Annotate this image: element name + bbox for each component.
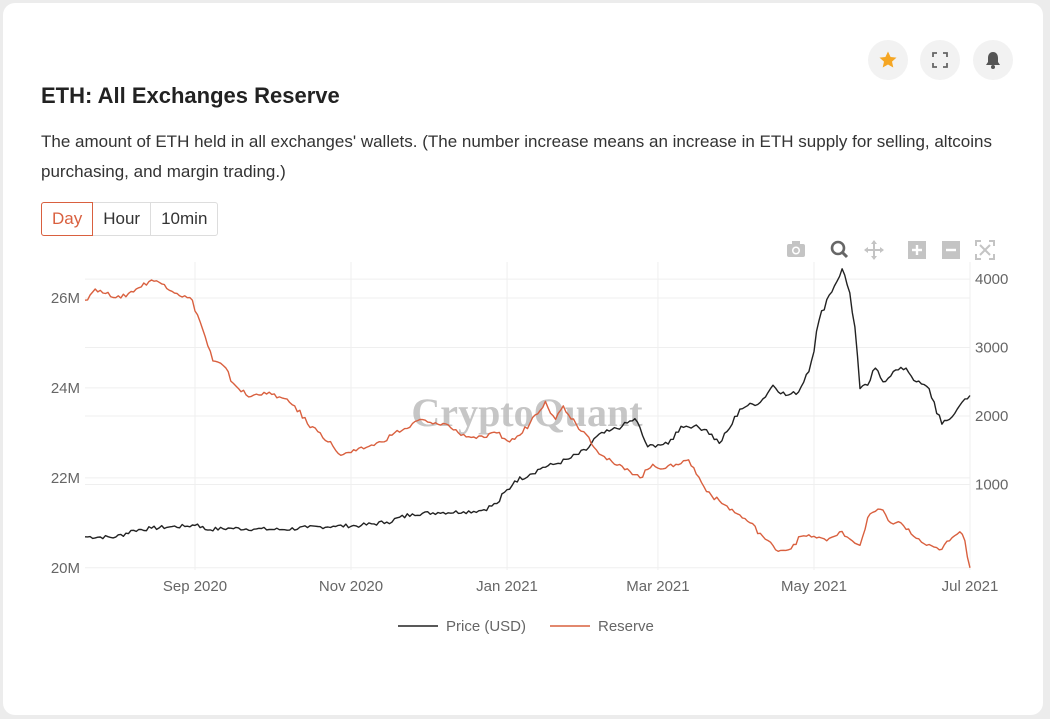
series-line-reserve <box>84 279 971 568</box>
y-left-tick-label: 20M <box>51 560 80 577</box>
autoscale-icon[interactable] <box>975 240 995 260</box>
chart-description: The amount of ETH held in all exchanges'… <box>41 132 992 181</box>
zoom-in-icon[interactable] <box>908 241 926 259</box>
chart-card: ETH: All Exchanges Reserve The amount of… <box>3 3 1043 715</box>
tab-10min[interactable]: 10min <box>161 209 208 228</box>
zoom-icon[interactable] <box>830 240 849 259</box>
tab-hour[interactable]: Hour <box>93 203 152 235</box>
favorite-button[interactable] <box>868 40 908 80</box>
legend-label-price: Price (USD) <box>446 618 526 635</box>
star-icon <box>879 51 897 68</box>
y-left-tick-label: 24M <box>51 380 80 397</box>
y-right-tick-label: 2000 <box>975 408 1008 425</box>
series-line-price <box>84 268 971 540</box>
y-left-tick-label: 26M <box>51 290 80 307</box>
x-tick-label: Sep 2020 <box>163 578 227 595</box>
pan-icon[interactable] <box>864 240 884 260</box>
x-tick-label: May 2021 <box>781 578 847 595</box>
x-tick-label: Jul 2021 <box>942 578 999 595</box>
expand-button[interactable] <box>920 40 960 80</box>
zoom-out-icon[interactable] <box>942 241 960 259</box>
page-title: ETH: All Exchanges Reserve <box>41 83 340 108</box>
x-tick-label: Nov 2020 <box>319 578 383 595</box>
x-tick-label: Jan 2021 <box>476 578 538 595</box>
y-right-tick-label: 1000 <box>975 476 1008 493</box>
bell-icon <box>986 52 1000 69</box>
chart-toolbar <box>787 240 995 260</box>
alert-button[interactable] <box>973 40 1013 80</box>
tab-day[interactable]: Day <box>41 202 94 236</box>
y-right-tick-label: 4000 <box>975 271 1008 288</box>
y-left-tick-label: 22M <box>51 470 80 487</box>
legend-label-reserve: Reserve <box>598 618 654 635</box>
resolution-tabs: Day Hour 10min <box>41 202 219 236</box>
x-tick-label: Mar 2021 <box>626 578 689 595</box>
y-right-tick-label: 3000 <box>975 340 1008 357</box>
expand-icon <box>932 52 948 68</box>
camera-icon[interactable] <box>787 241 805 257</box>
